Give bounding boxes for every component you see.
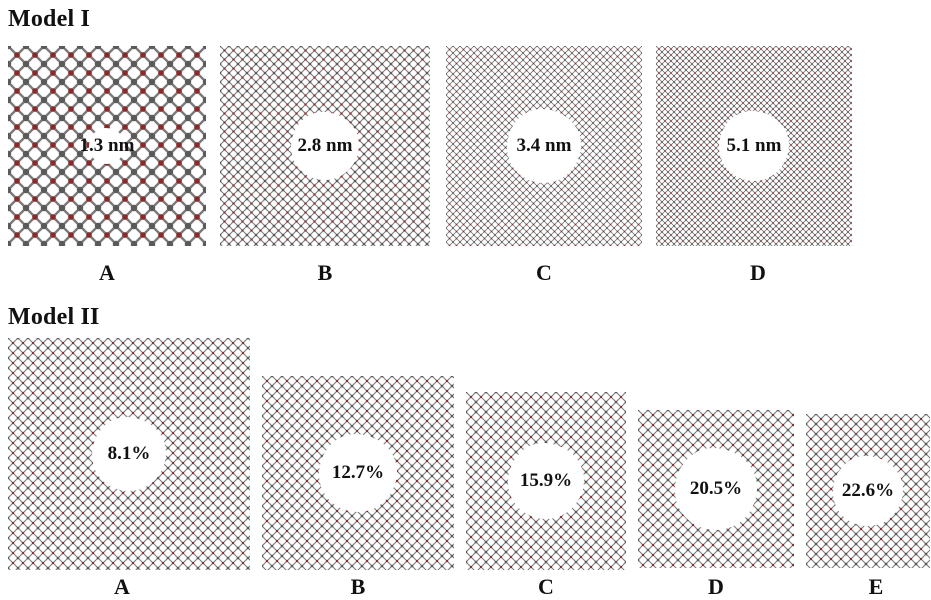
model-ii-letter-d: D [708,574,724,599]
model-ii-letter-c: C [538,574,554,599]
pore: 1.3 nm [80,128,134,164]
model-i-letter-d: D [750,260,766,285]
model-ii-panel-a: 8.1% [8,338,250,570]
model-i-panel-c: 3.4 nm [446,46,642,246]
pore-size-label: 3.4 nm [516,134,572,156]
model-i-letter-c: C [536,260,552,285]
pore: 15.9% [507,442,585,520]
porosity-label: 15.9% [519,469,573,491]
model-ii-letter-e: E [868,574,884,599]
model-ii-panel-b: 12.7% [262,376,454,570]
pore: 22.6% [833,456,903,526]
model-i-panel-a: 1.3 nm [8,46,206,246]
model-ii-heading: Model II [8,304,100,330]
model-i-letter-a: A [99,260,115,285]
porosity-label: 22.6% [841,479,895,501]
pore: 5.1 nm [718,110,790,182]
model-ii-panel-d: 20.5% [638,410,794,568]
pore: 20.5% [675,448,757,530]
model-i-panel-d: 5.1 nm [656,46,852,246]
model-ii-letter-a: A [114,574,130,599]
model-ii-panel-e: 22.6% [806,414,930,568]
pore: 2.8 nm [291,112,359,180]
model-i-letter-b: B [317,260,333,285]
pore: 12.7% [318,433,398,513]
porosity-label: 8.1% [107,442,151,464]
model-i-heading: Model I [8,6,91,32]
pore: 3.4 nm [506,108,582,184]
pore-size-label: 2.8 nm [297,135,353,156]
pore-size-label: 5.1 nm [726,134,782,156]
model-ii-letter-b: B [350,574,366,599]
porosity-label: 20.5% [689,477,743,499]
pore: 8.1% [91,416,167,492]
model-ii-panel-c: 15.9% [466,392,626,570]
model-i-panel-b: 2.8 nm [220,46,430,246]
pore-size-label: 1.3 nm [79,134,135,156]
porosity-label: 12.7% [331,461,385,483]
